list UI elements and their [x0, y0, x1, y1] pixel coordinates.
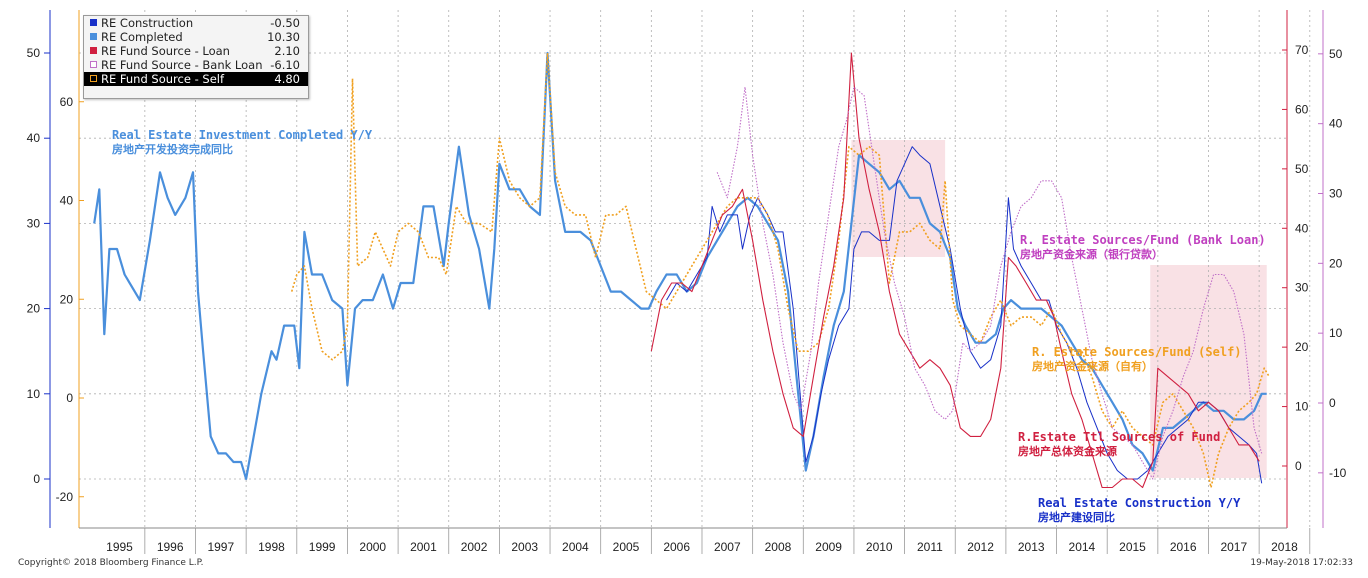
legend-item[interactable]: RE Fund Source - Loan 2.10: [84, 44, 308, 58]
legend-item[interactable]: RE Completed 10.30: [84, 30, 308, 44]
tick-label-right-outer: 0: [1329, 396, 1336, 410]
x-tick-label: 1999: [309, 540, 336, 554]
tick-label-left-outer: 10: [27, 387, 41, 401]
tick-label-right-outer: 20: [1329, 256, 1343, 270]
x-tick-label: 2017: [1220, 540, 1247, 554]
x-tick-label: 2014: [1069, 540, 1096, 554]
x-tick-label: 2000: [359, 540, 386, 554]
tick-label-left-outer: 40: [27, 131, 41, 145]
tick-label-left-inner: 40: [60, 194, 74, 208]
series-line: [93, 51, 1267, 481]
tick-label-right-inner: 0: [1295, 459, 1302, 473]
tick-label-left-outer: 20: [27, 302, 41, 316]
tick-label-left-outer: 50: [27, 46, 41, 60]
x-tick-label: 1996: [157, 540, 184, 554]
x-tick-label: 2006: [663, 540, 690, 554]
legend-swatch: [90, 33, 97, 40]
tick-label-right-inner: 10: [1295, 400, 1309, 414]
legend-swatch: [90, 61, 97, 68]
x-tick-label: 2012: [967, 540, 994, 554]
tick-label-right-inner: 60: [1295, 102, 1309, 116]
copyright: Copyright© 2018 Bloomberg Finance L.P.: [18, 558, 204, 568]
x-tick-label: 2009: [815, 540, 842, 554]
series-lines: [93, 51, 1270, 489]
chart-annotation: 房地产总体资金来源: [1018, 444, 1117, 458]
legend-swatch: [90, 47, 97, 54]
tick-label-right-outer: 30: [1329, 187, 1343, 201]
x-tick-label: 1998: [258, 540, 285, 554]
legend-item[interactable]: RE Fund Source - Bank Loan -6.10: [84, 58, 308, 72]
chart-annotation: Real Estate Construction Y/Y: [1038, 496, 1241, 510]
legend-item[interactable]: RE Construction -0.50: [84, 16, 308, 30]
chart-annotation: Real Estate Investment Completed Y/Y: [112, 128, 373, 142]
tick-label-left-inner: 60: [60, 95, 74, 109]
x-tick-label: 2011: [917, 540, 943, 554]
tick-label-right-inner: 70: [1295, 43, 1309, 57]
tick-label-right-inner: 20: [1295, 340, 1309, 354]
tick-label-right-inner: 30: [1295, 281, 1309, 295]
tick-label-right-inner: 50: [1295, 162, 1309, 176]
series-line: [650, 52, 1260, 489]
legend-item[interactable]: RE Fund Source - Self 4.80: [84, 72, 308, 86]
tick-label-right-outer: -10: [1329, 466, 1347, 480]
x-tick-label: 2001: [410, 540, 437, 554]
x-tick-label: 2002: [461, 540, 488, 554]
chart-annotation: 房地产建设同比: [1038, 510, 1115, 524]
x-tick-label: 1995: [106, 540, 133, 554]
tick-label-left-outer: 0: [33, 472, 40, 486]
x-tick-label: 2013: [1018, 540, 1045, 554]
annotations: Real Estate Investment Completed Y/Y房地产开…: [112, 128, 1266, 524]
tick-label-right-inner: 40: [1295, 221, 1309, 235]
timestamp: 19-May-2018 17:02:33: [1250, 558, 1353, 568]
x-tick-label: 2016: [1170, 540, 1197, 554]
series-line: [716, 86, 1263, 480]
x-tick-label: 2007: [714, 540, 741, 554]
x-tick-label: 2003: [511, 540, 538, 554]
series-line: [290, 52, 1270, 489]
legend-swatch: [90, 75, 97, 82]
chart-annotation: R. Estate Sources/Fund (Self): [1032, 345, 1242, 359]
tick-label-right-outer: 50: [1329, 47, 1343, 61]
legend: RE Construction -0.50 RE Completed 10.30 R…: [83, 15, 309, 99]
tick-label-left-inner: -20: [56, 490, 74, 504]
chart-annotation: 房地产资金来源（银行贷款）: [1020, 247, 1163, 261]
axes: 0 10 20 30 40 50 -20 0 20 40 60 0 10 20 30 40 50 60 70 -10 0…: [27, 10, 1347, 554]
legend-swatch: [90, 19, 97, 26]
x-tick-label: 2015: [1119, 540, 1146, 554]
tick-label-right-outer: 40: [1329, 117, 1343, 131]
x-tick-label: 2010: [866, 540, 893, 554]
chart-annotation: R.Estate Ttl Sources of Fund: [1018, 430, 1220, 444]
series-line: [666, 146, 1263, 484]
x-tick-label: 2008: [765, 540, 792, 554]
x-tick-label: 2004: [562, 540, 589, 554]
tick-label-left-inner: 0: [66, 391, 73, 405]
grid: [79, 10, 1311, 528]
x-tick-label: 1997: [207, 540, 234, 554]
tick-label-left-inner: 20: [60, 292, 74, 306]
chart-annotation: 房地产开发投资完成同比: [112, 142, 233, 156]
chart-annotation: R. Estate Sources/Fund (Bank Loan): [1020, 233, 1266, 247]
x-tick-label: 2018: [1271, 540, 1298, 554]
chart-annotation: 房地产资金来源（自有）: [1032, 359, 1153, 373]
tick-label-right-outer: 10: [1329, 326, 1343, 340]
highlight-box: [851, 140, 946, 257]
x-tick-label: 2005: [613, 540, 640, 554]
tick-label-left-outer: 30: [27, 216, 41, 230]
